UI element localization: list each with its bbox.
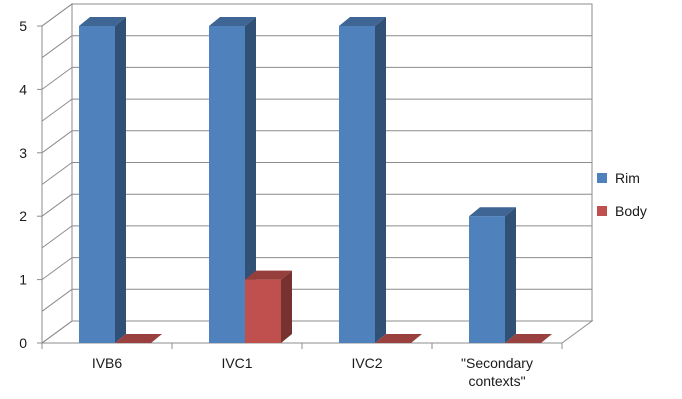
legend-label-rim: Rim	[615, 170, 640, 186]
x-category-label: IVC2	[351, 355, 382, 371]
gridline-side	[41, 225, 73, 249]
bar-body-2-side	[281, 270, 292, 343]
y-tick-label: 4	[19, 81, 27, 97]
x-category-label: contexts"	[468, 373, 525, 389]
y-tick-label: 0	[19, 335, 27, 351]
legend-label-body: Body	[615, 203, 647, 219]
bar-rim-2	[209, 26, 245, 343]
gridline-side	[41, 257, 73, 281]
bar-rim-1-side	[115, 17, 126, 343]
bar-rim-3-top	[339, 17, 386, 26]
y-tick-label: 3	[19, 145, 27, 161]
gridline-side	[41, 35, 73, 59]
bar-rim-1-top	[79, 17, 126, 26]
gridline-side	[41, 320, 73, 344]
y-tick-label: 5	[19, 18, 27, 34]
gridline-side	[41, 66, 73, 90]
y-tick-label: 1	[19, 272, 27, 288]
x-category-label: IVB6	[92, 355, 123, 371]
legend-swatch-rim	[597, 173, 607, 183]
gridline-side	[41, 3, 73, 27]
y-tick-label: 2	[19, 208, 27, 224]
gridline-side	[41, 98, 73, 122]
bar-rim-1	[79, 26, 115, 343]
x-category-label: "Secondary	[461, 355, 533, 371]
bar-rim-3-side	[375, 17, 386, 343]
gridline-side	[41, 162, 73, 185]
x-category-label: IVC1	[221, 355, 252, 371]
gridline-side	[41, 193, 73, 217]
bar-body-2	[245, 279, 281, 343]
bar-body-1-top	[115, 334, 162, 343]
bar-rim-4-side	[505, 207, 516, 343]
legend-swatch-body	[597, 206, 607, 216]
gridline-side	[41, 130, 73, 154]
gridline-side	[41, 288, 73, 312]
bar-rim-4	[469, 216, 505, 343]
bar-rim-4-top	[469, 207, 516, 217]
bar-body-2-top	[245, 270, 292, 280]
bar-rim-2-top	[209, 17, 256, 26]
bar-body-4-top	[505, 334, 552, 343]
bar-body-3-top	[375, 334, 422, 343]
bar-rim-2-side	[245, 17, 256, 343]
bar-rim-3	[339, 26, 375, 343]
